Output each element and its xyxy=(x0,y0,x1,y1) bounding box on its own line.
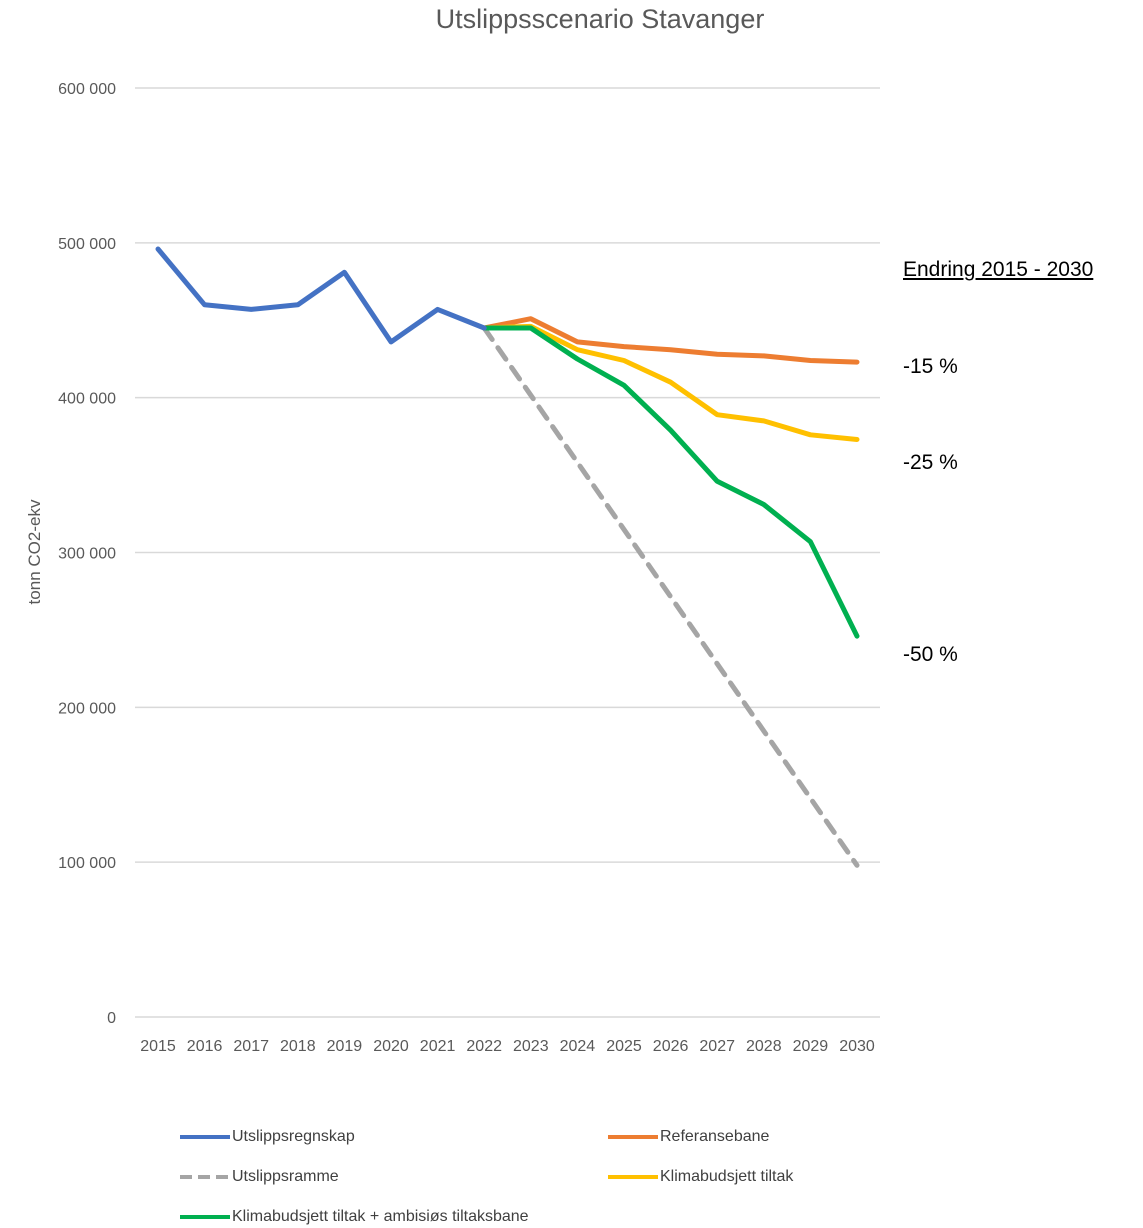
x-tick-label: 2019 xyxy=(327,1038,363,1055)
x-tick-label: 2027 xyxy=(699,1038,735,1055)
series-lines xyxy=(155,246,860,868)
x-tick-label: 2015 xyxy=(140,1038,176,1055)
gridlines xyxy=(135,87,880,1018)
x-tick-label: 2022 xyxy=(466,1038,502,1055)
x-tick-label: 2028 xyxy=(746,1038,782,1055)
series-line-4 xyxy=(481,325,860,639)
y-tick-label: 400 000 xyxy=(58,391,116,408)
y-tick-label: 300 000 xyxy=(58,546,116,563)
x-tick-label: 2025 xyxy=(606,1038,642,1055)
series-line-1 xyxy=(481,316,860,365)
y-axis-label: tonn CO2-ekv xyxy=(25,499,44,604)
x-tick-label: 2021 xyxy=(420,1038,456,1055)
y-tick-label: 100 000 xyxy=(58,855,116,872)
y-tick-label: 0 xyxy=(107,1010,116,1027)
change-label-climate-budget: -25 % xyxy=(903,451,958,474)
x-tick-label: 2023 xyxy=(513,1038,549,1055)
change-label-ambitious: -50 % xyxy=(903,643,958,666)
x-axis-ticks: 2015 2016 2017 2018 2019 2020 2021 2022 2023 2024… xyxy=(140,1038,875,1055)
y-tick-label: 200 000 xyxy=(58,700,116,717)
x-tick-label: 2016 xyxy=(187,1038,223,1055)
series-line-2 xyxy=(481,325,860,868)
chart-title: Utslippsscenario Stavanger xyxy=(435,4,765,34)
y-tick-label: 500 000 xyxy=(58,236,116,253)
y-axis-ticks: 0 100 000 200 000 300 000 400 000 500 000 600 … xyxy=(58,81,116,1027)
series-line-3 xyxy=(481,323,860,442)
x-tick-label: 2026 xyxy=(653,1038,689,1055)
x-tick-label: 2020 xyxy=(373,1038,409,1055)
series-line-0 xyxy=(155,246,487,345)
change-label-reference: -15 % xyxy=(903,355,958,378)
x-tick-label: 2017 xyxy=(233,1038,269,1055)
x-tick-label: 2029 xyxy=(793,1038,829,1055)
x-tick-label: 2030 xyxy=(839,1038,875,1055)
y-tick-label: 600 000 xyxy=(58,81,116,98)
x-tick-label: 2024 xyxy=(560,1038,596,1055)
change-heading: Endring 2015 - 2030 xyxy=(903,258,1094,281)
x-tick-label: 2018 xyxy=(280,1038,316,1055)
